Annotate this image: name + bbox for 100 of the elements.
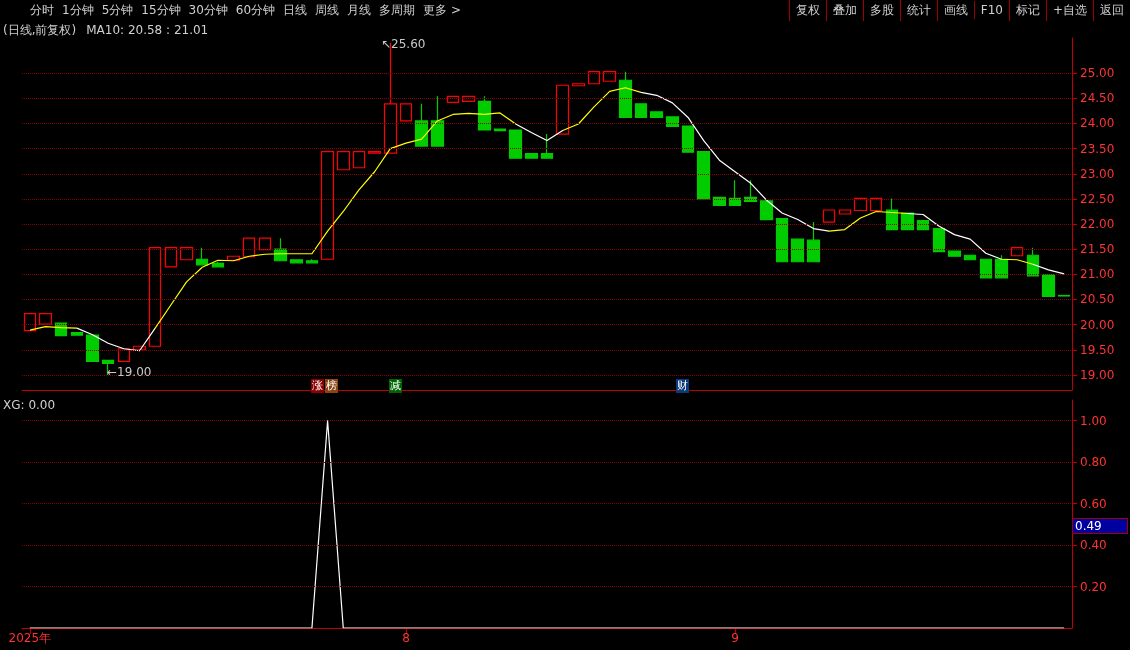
candlestick <box>806 221 821 263</box>
candlestick <box>634 103 648 119</box>
y-tick-label: 20.00 <box>1080 317 1115 332</box>
text: 多周期 <box>378 1 417 19</box>
candlestick <box>555 84 570 135</box>
text: 30分钟 <box>187 1 229 19</box>
candlestick <box>289 259 304 264</box>
candlestick <box>743 179 758 203</box>
text: 更多 > <box>422 1 462 19</box>
y-tick-label: 23.50 <box>1080 141 1115 156</box>
candlestick <box>822 209 836 223</box>
candlestick <box>320 151 335 260</box>
annotation: ↖25.60 <box>380 37 427 51</box>
y-tick-label: 25.00 <box>1080 66 1115 81</box>
text: 统计 <box>899 0 937 21</box>
candlestick <box>399 103 413 122</box>
candlestick <box>947 250 962 257</box>
candlestick <box>665 116 680 128</box>
candlestick <box>164 247 178 268</box>
candlestick <box>1010 247 1024 257</box>
candlestick <box>446 95 460 103</box>
y-tick-label: 19.00 <box>1080 367 1115 382</box>
candlestick <box>117 348 131 362</box>
candlestick <box>38 312 53 325</box>
candlestick <box>885 197 899 231</box>
text: 5分钟 <box>100 1 135 19</box>
candlestick <box>587 71 601 85</box>
y-tick-label: 21.00 <box>1080 267 1115 282</box>
annotation: 财 <box>676 379 689 393</box>
candlestick <box>23 312 37 332</box>
chart-title: XG: 0.00 <box>3 398 56 412</box>
y-tick-label: 0.60 <box>1080 496 1107 511</box>
candlestick <box>540 133 554 159</box>
y-tick-label: 22.50 <box>1080 191 1115 206</box>
candlestick <box>148 247 162 347</box>
candlestick <box>493 128 507 132</box>
candlestick <box>1026 247 1040 277</box>
candlestick <box>853 197 868 212</box>
candlestick <box>132 345 147 351</box>
candlestick <box>790 238 805 263</box>
y-tick-label: 23.00 <box>1080 166 1115 181</box>
candlestick <box>336 151 351 171</box>
candlestick <box>916 219 930 231</box>
y-tick-label: 0.80 <box>1080 455 1107 470</box>
text: 60分钟 <box>234 1 277 19</box>
candlestick <box>477 95 492 131</box>
candlestick <box>195 247 209 266</box>
candlestick <box>571 83 586 87</box>
candlestick <box>696 151 711 200</box>
text: 多股 <box>862 0 900 21</box>
candlestick <box>179 247 194 261</box>
y-tick-label: 1.00 <box>1080 413 1107 428</box>
candlestick <box>759 200 774 221</box>
text: F10 <box>973 1 1009 19</box>
candlestick <box>618 71 633 119</box>
y-tick-label: 19.50 <box>1080 342 1115 357</box>
candlestick <box>524 153 539 159</box>
candlestick <box>979 258 993 279</box>
y-tick-label: 0.40 <box>1080 538 1107 553</box>
candlestick <box>602 71 617 82</box>
y-tick-label: 24.00 <box>1080 116 1115 131</box>
candlestick <box>1041 274 1056 298</box>
candlestick <box>461 95 476 102</box>
candlestick <box>70 332 84 336</box>
text: 0.49 <box>1072 518 1128 534</box>
chart-title: (日线,前复权) <box>3 23 77 37</box>
annotation: 减 <box>389 379 402 393</box>
text: 1分钟 <box>61 1 95 19</box>
y-tick-label: 20.50 <box>1080 292 1115 307</box>
candlestick <box>994 254 1009 279</box>
text: 日线 <box>282 1 309 19</box>
chart-subtitle: MA10: 20.58 : 21.01 <box>86 23 209 37</box>
x-tick-label: 8 <box>402 631 410 645</box>
text: 返回 <box>1093 0 1130 21</box>
annotation: 榜 <box>325 379 338 393</box>
candlestick <box>414 103 429 147</box>
candlestick <box>85 334 100 362</box>
candlestick <box>932 227 946 253</box>
text: 周线 <box>314 1 341 19</box>
candlestick <box>305 258 319 264</box>
x-tick-label: 2025年 <box>8 631 52 645</box>
candlestick <box>900 212 915 231</box>
text: 月线 <box>346 1 373 19</box>
y-tick-label: 21.50 <box>1080 242 1115 257</box>
x-tick-label: 9 <box>731 631 739 645</box>
candlestick <box>775 217 789 263</box>
candlestick <box>430 95 445 147</box>
candlestick <box>508 129 523 159</box>
candlestick <box>352 151 366 169</box>
candlestick <box>712 196 727 207</box>
candlestick <box>367 151 382 154</box>
text: 叠加 <box>825 0 863 21</box>
candlestick <box>728 179 742 207</box>
text: 分时 <box>29 1 55 19</box>
candlestick <box>258 237 272 251</box>
candlestick <box>681 125 695 153</box>
y-tick-label: 24.50 <box>1080 91 1115 106</box>
candlestick <box>242 237 256 258</box>
text: 复权 <box>788 0 826 21</box>
annotation: 涨 <box>311 379 324 393</box>
